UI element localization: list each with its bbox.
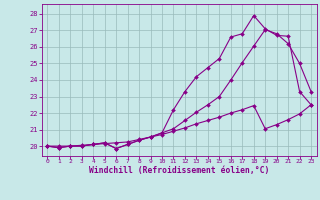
X-axis label: Windchill (Refroidissement éolien,°C): Windchill (Refroidissement éolien,°C) [89, 166, 269, 175]
